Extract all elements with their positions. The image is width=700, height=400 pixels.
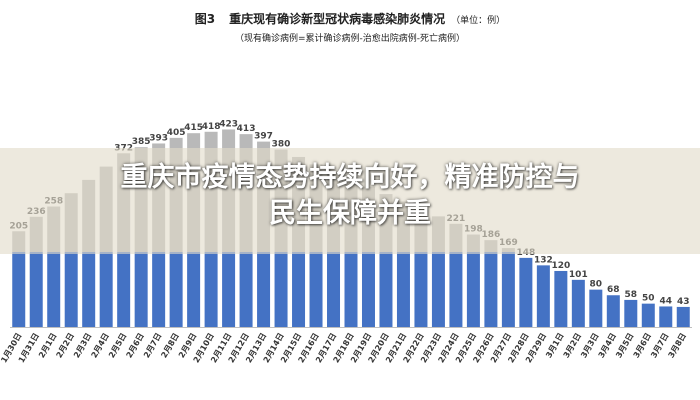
bar-lower-segment (64, 252, 78, 327)
bar (536, 265, 550, 327)
bar-lower-segment (222, 252, 236, 327)
bar-lower-segment (536, 265, 550, 327)
bar-lower-segment (519, 257, 533, 327)
bar-lower-segment (676, 306, 690, 327)
bar-value-label: 50 (642, 294, 655, 304)
bar-lower-segment (484, 252, 498, 327)
bar-lower-segment (361, 252, 375, 327)
bar-lower-segment (327, 252, 341, 327)
bar-lower-segment (117, 252, 131, 327)
bar-lower-segment (414, 252, 428, 327)
bar-value-label: 101 (569, 270, 588, 280)
bar-lower-segment (239, 252, 253, 327)
bar-lower-segment (501, 252, 515, 327)
bar (606, 295, 620, 327)
bar-lower-segment (431, 252, 445, 327)
bar-value-label: 68 (607, 285, 620, 295)
bar-value-label: 80 (590, 280, 603, 290)
bar-lower-segment (82, 252, 96, 327)
bar (624, 299, 638, 327)
bar-value-label: 380 (272, 140, 291, 150)
bar-value-label: 423 (219, 119, 238, 129)
bar (554, 270, 568, 327)
bar-lower-segment (449, 252, 463, 327)
bar-lower-segment (169, 252, 183, 327)
bar-lower-segment (99, 252, 113, 327)
bar-lower-segment (29, 252, 43, 327)
bar-lower-segment (187, 252, 201, 327)
bar-lower-segment (396, 252, 410, 327)
headline-line-1: 重庆市疫情态势持续向好，精准防控与 (120, 162, 580, 193)
unit-label: （单位：例） (451, 16, 506, 26)
bar (676, 306, 690, 327)
bar-value-label: 393 (149, 133, 168, 143)
bar-lower-segment (257, 252, 271, 327)
bar-lower-segment (379, 252, 393, 327)
bar-value-label: 413 (237, 124, 256, 134)
bar-value-label: 397 (254, 132, 273, 142)
bar-value-label: 120 (551, 261, 570, 271)
bar (519, 257, 533, 327)
bar-lower-segment (12, 252, 26, 327)
bar-value-label: 44 (660, 296, 673, 306)
bar-value-label: 415 (184, 123, 203, 133)
bar-lower-segment (309, 252, 323, 327)
figure-number: 图3 (194, 12, 216, 26)
bar-lower-segment (554, 270, 568, 327)
bar-lower-segment (292, 252, 306, 327)
bar-value-label: 58 (625, 290, 638, 300)
bar-lower-segment (47, 252, 61, 327)
news-headline: 重庆市疫情态势持续向好，精准防控与 民生保障并重 (0, 160, 700, 232)
x-tick-labels-group: 1月30日1月31日2月1日2月2日2月3日2月4日2月5日2月6日2月7日2月… (0, 332, 688, 365)
figure-title-text: 重庆现有确诊新型冠状病毒感染肺炎情况 (229, 12, 446, 26)
bar (659, 306, 673, 327)
bar-lower-segment (466, 252, 480, 327)
figure-title: 图3 重庆现有确诊新型冠状病毒感染肺炎情况 （单位：例） (0, 10, 700, 27)
bar-lower-segment (589, 289, 603, 327)
bar-lower-segment (659, 306, 673, 327)
bar (501, 248, 515, 327)
bar-value-label: 405 (167, 128, 186, 138)
bar-lower-segment (624, 299, 638, 327)
bar-lower-segment (606, 295, 620, 327)
bar (641, 303, 655, 327)
bar-value-label: 43 (677, 297, 690, 307)
bar-value-label: 418 (202, 122, 221, 132)
figure-note: （现有确诊病例=累计确诊病例-治愈出院病例-死亡病例） (234, 34, 466, 44)
headline-line-2: 民生保障并重 (269, 198, 431, 229)
bar-lower-segment (571, 279, 585, 327)
bar-lower-segment (274, 252, 288, 327)
bar-lower-segment (641, 303, 655, 327)
bar (589, 289, 603, 327)
headline-overlay-band (0, 148, 700, 254)
bar-lower-segment (152, 252, 166, 327)
bar-value-label: 132 (534, 255, 553, 265)
bar-lower-segment (204, 252, 218, 327)
bar-lower-segment (344, 252, 358, 327)
bar-value-label: 385 (132, 137, 151, 147)
bar (571, 279, 585, 327)
bar-lower-segment (134, 252, 148, 327)
